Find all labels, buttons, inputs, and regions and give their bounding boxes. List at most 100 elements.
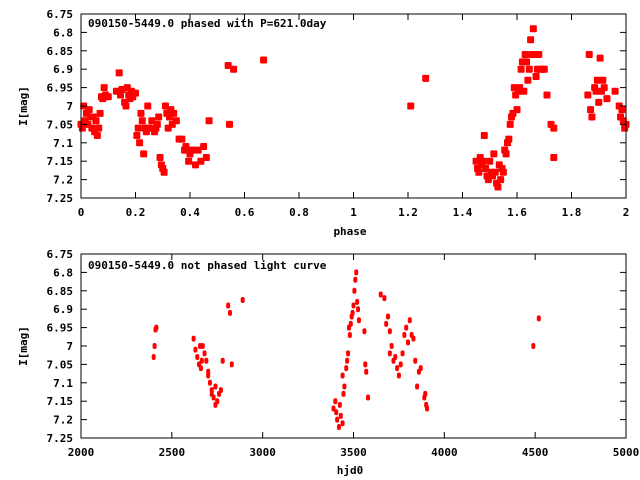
- data-point: [592, 87, 600, 95]
- data-point: [151, 354, 156, 361]
- data-point: [170, 109, 178, 117]
- data-point: [200, 343, 205, 349]
- x-tick-label: 1.6: [507, 206, 527, 219]
- data-point: [134, 124, 142, 132]
- data-point: [389, 343, 394, 349]
- data-point: [406, 339, 410, 346]
- data-point: [85, 106, 93, 114]
- data-point: [415, 383, 420, 390]
- y-tick-label: 6.9: [53, 303, 73, 316]
- data-point: [396, 372, 401, 379]
- y-axis-label: I[mag]: [17, 326, 30, 366]
- data-point: [185, 157, 193, 165]
- data-point: [229, 361, 234, 368]
- data-point: [523, 58, 531, 66]
- data-point: [224, 62, 232, 70]
- data-point: [402, 331, 407, 338]
- data-point: [423, 390, 428, 397]
- x-tick-label: 2: [623, 206, 630, 219]
- data-point: [422, 74, 430, 82]
- x-tick-label: 2000: [68, 446, 95, 459]
- data-point: [366, 394, 371, 401]
- y-tick-label: 7: [66, 100, 73, 113]
- data-point: [337, 401, 342, 408]
- x-tick-label: 1.8: [562, 206, 582, 219]
- data-point: [335, 416, 340, 423]
- data-point: [543, 91, 551, 99]
- data-point: [352, 287, 357, 294]
- data-point: [341, 390, 346, 397]
- y-tick-label: 6.8: [53, 26, 73, 39]
- data-point: [220, 357, 225, 364]
- data-point: [117, 91, 125, 99]
- data-point: [536, 315, 541, 322]
- data-point: [118, 85, 126, 93]
- data-point: [207, 379, 212, 386]
- y-tick-label: 6.9: [53, 63, 73, 76]
- data-point: [482, 165, 490, 173]
- data-point: [527, 36, 535, 44]
- data-point: [144, 102, 152, 110]
- data-point: [345, 357, 350, 364]
- data-point: [122, 102, 130, 110]
- data-point: [137, 109, 145, 117]
- data-point: [356, 306, 361, 313]
- data-point: [104, 93, 112, 101]
- data-point: [524, 76, 532, 84]
- data-point: [115, 69, 123, 77]
- data-point: [499, 168, 507, 176]
- data-point: [354, 269, 359, 276]
- x-tick-label: 3500: [340, 446, 367, 459]
- y-tick-label: 6.75: [47, 8, 74, 21]
- plot-title: 090150-5449.0 not phased light curve: [88, 259, 327, 272]
- x-tick-label: 1.2: [398, 206, 418, 219]
- data-point: [194, 146, 202, 154]
- data-point: [200, 142, 208, 150]
- data-point: [550, 124, 558, 132]
- x-tick-label: 3000: [249, 446, 276, 459]
- x-tick-label: 4000: [431, 446, 458, 459]
- data-point: [138, 117, 146, 125]
- data-point: [494, 183, 502, 191]
- data-point: [411, 335, 416, 342]
- data-point: [362, 328, 367, 335]
- unphased-plot: 090150-5449.0 not phased light curve hjd…: [17, 248, 639, 477]
- x-tick-label: 1: [350, 206, 357, 219]
- data-point: [193, 346, 198, 353]
- x-axis-label: hjd0: [337, 464, 364, 477]
- data-point: [382, 295, 387, 302]
- data-point: [133, 131, 141, 139]
- data-point: [160, 168, 168, 176]
- data-point: [585, 50, 593, 58]
- data-point: [587, 106, 595, 114]
- data-point: [497, 176, 505, 184]
- data-point: [486, 157, 494, 165]
- data-point: [387, 350, 392, 357]
- x-tick-label: 2500: [159, 446, 186, 459]
- data-point: [387, 328, 392, 335]
- data-point: [333, 398, 338, 405]
- data-point: [363, 361, 368, 368]
- data-point: [340, 420, 345, 427]
- data-point: [618, 106, 626, 114]
- data-point: [191, 161, 199, 169]
- data-point: [364, 368, 369, 375]
- y-tick-label: 7.05: [47, 358, 74, 371]
- y-axis-label: I[mag]: [17, 86, 30, 126]
- data-point: [211, 394, 216, 401]
- data-point: [178, 135, 186, 143]
- y-tick-label: 6.85: [47, 45, 74, 58]
- data-point: [535, 50, 543, 58]
- data-point: [600, 84, 608, 92]
- data-point: [520, 87, 528, 95]
- data-point: [96, 109, 104, 117]
- data-point: [191, 335, 196, 342]
- data-point: [355, 298, 360, 305]
- y-tick-label: 6.95: [47, 322, 74, 335]
- data-point: [331, 405, 336, 412]
- data-point: [215, 398, 220, 405]
- data-point: [198, 365, 203, 372]
- data-point: [213, 383, 218, 390]
- data-point: [529, 25, 537, 33]
